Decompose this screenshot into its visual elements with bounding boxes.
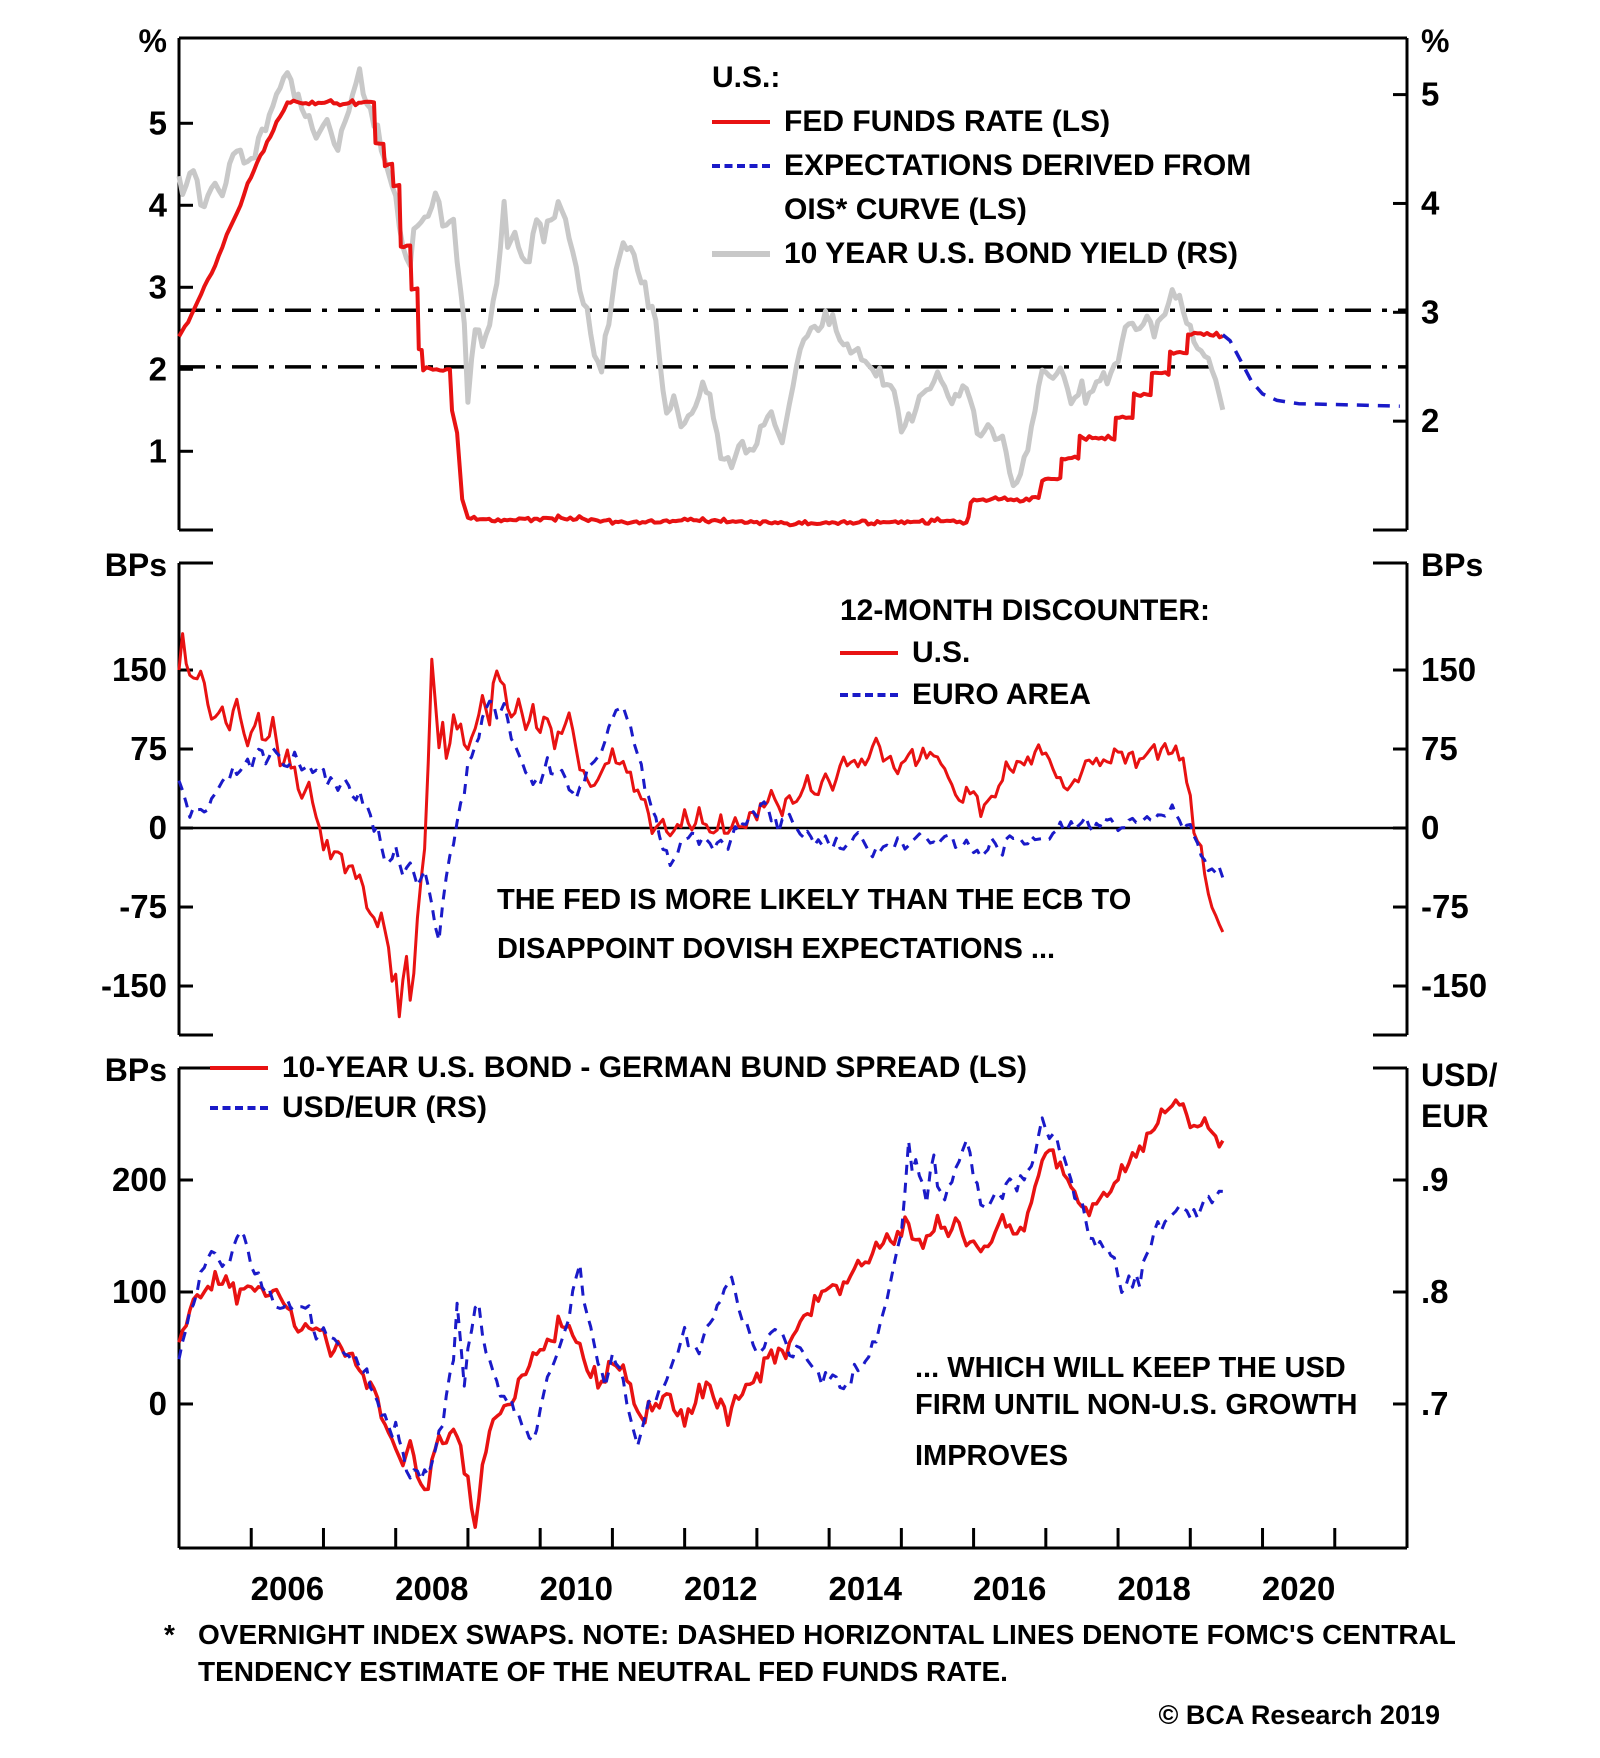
unit-right-eur: EUR — [1421, 1098, 1489, 1134]
legend-item-bund-spread: 10-YEAR U.S. BOND - GERMAN BUND SPREAD (… — [210, 1048, 1027, 1088]
footnote-asterisk: * — [164, 1619, 175, 1650]
x-label-2014: 2014 — [829, 1570, 903, 1607]
x-label-2018: 2018 — [1117, 1570, 1190, 1607]
annotation-fed-vs-ecb: THE FED IS MORE LIKELY THAN THE ECB TO D… — [497, 876, 1131, 974]
tick-label-left-spread-and-fx: 100 — [112, 1273, 167, 1310]
footnote: * OVERNIGHT INDEX SWAPS. NOTE: DASHED HOR… — [164, 1616, 1456, 1690]
tick-label-left-twelve-month-discounter: 0 — [149, 809, 167, 846]
legend-label-bund-spread: 10-YEAR U.S. BOND - GERMAN BUND SPREAD (… — [282, 1051, 1028, 1084]
legend-item-ois-expectations-line2: OIS* CURVE (LS) — [712, 188, 1251, 232]
series-fed-funds-rate — [177, 98, 1224, 528]
footnote-line1: * OVERNIGHT INDEX SWAPS. NOTE: DASHED HOR… — [164, 1616, 1456, 1653]
legend-label-ois-line2: OIS* CURVE (LS) — [784, 193, 1027, 226]
unit-right-percent: % — [1421, 23, 1449, 59]
annotation-usd-firm: ... WHICH WILL KEEP THE USD FIRM UNTIL N… — [915, 1350, 1357, 1475]
tick-label-left-us-policy-rates: 4 — [149, 186, 168, 223]
series-euro-area-discounter — [177, 699, 1225, 942]
series-us-10y-yield — [176, 66, 1226, 489]
tick-label-left-twelve-month-discounter: 150 — [112, 651, 167, 688]
tick-label-left-spread-and-fx: 0 — [149, 1385, 167, 1422]
tick-label-right-spread-and-fx: .8 — [1421, 1273, 1449, 1310]
legend-item-ois-expectations: EXPECTATIONS DERIVED FROM — [712, 144, 1251, 188]
tick-label-right-twelve-month-discounter: 0 — [1421, 809, 1439, 846]
legend-label-fed-funds: FED FUNDS RATE (LS) — [784, 105, 1111, 138]
tick-label-left-us-policy-rates: 1 — [149, 432, 167, 469]
bund-spread-line-swatch — [210, 1066, 268, 1070]
legend-header-discounter: 12-MONTH DISCOUNTER: — [840, 594, 1211, 627]
x-label-2016: 2016 — [973, 1570, 1046, 1607]
series-ois-expectations — [1221, 333, 1400, 408]
x-label-2006: 2006 — [251, 1570, 324, 1607]
copyright: © BCA Research 2019 — [1158, 1700, 1440, 1730]
x-label-2012: 2012 — [684, 1570, 757, 1607]
legend-label-usd-eur: USD/EUR (RS) — [282, 1091, 488, 1124]
tick-label-left-twelve-month-discounter: 75 — [130, 730, 167, 767]
us-discounter-line-swatch — [840, 651, 898, 655]
euro-discounter-line-swatch — [840, 693, 898, 697]
tick-label-right-twelve-month-discounter: 75 — [1421, 730, 1458, 767]
legend-middle-panel: 12-MONTH DISCOUNTER: U.S. EURO AREA — [840, 590, 1210, 716]
tick-label-right-us-policy-rates: 2 — [1421, 402, 1439, 439]
legend-item-10y-yield: 10 YEAR U.S. BOND YIELD (RS) — [712, 232, 1251, 276]
tick-label-right-us-policy-rates: 5 — [1421, 76, 1439, 113]
unit-left-bps: BPs — [105, 547, 167, 583]
footnote-text-line2: TENDENCY ESTIMATE OF THE NEUTRAL FED FUN… — [198, 1656, 1008, 1687]
annotation-usd-line2: FIRM UNTIL NON-U.S. GROWTH — [915, 1389, 1358, 1421]
tick-label-right-twelve-month-discounter: 150 — [1421, 651, 1476, 688]
annotation-usd-line1: ... WHICH WILL KEEP THE USD — [915, 1352, 1346, 1384]
legend-item-euro-discounter: EURO AREA — [840, 674, 1210, 716]
legend-label-10y-yield: 10 YEAR U.S. BOND YIELD (RS) — [784, 237, 1238, 270]
legend-label-us-discounter: U.S. — [912, 636, 971, 669]
tick-label-right-us-policy-rates: 4 — [1421, 184, 1440, 221]
tick-label-left-us-policy-rates: 3 — [149, 268, 167, 305]
x-label-2020: 2020 — [1262, 1570, 1335, 1607]
series-us-discounter — [177, 632, 1225, 1019]
unit-right-bps: BPs — [1421, 547, 1483, 583]
tick-label-right-twelve-month-discounter: -75 — [1421, 888, 1469, 925]
annotation-fed-line2: DISAPPOINT DOVISH EXPECTATIONS ... — [497, 933, 1056, 965]
tick-label-right-us-policy-rates: 3 — [1421, 293, 1439, 330]
tick-label-left-us-policy-rates: 5 — [149, 104, 167, 141]
annotation-usd-line3: IMPROVES — [915, 1440, 1069, 1472]
footnote-text-line1: OVERNIGHT INDEX SWAPS. NOTE: DASHED HORI… — [198, 1619, 1456, 1650]
x-label-2008: 2008 — [395, 1570, 468, 1607]
annotation-fed-line1: THE FED IS MORE LIKELY THAN THE ECB TO — [497, 884, 1132, 916]
series-us-bund-spread — [177, 1098, 1225, 1529]
unit-left-percent: % — [139, 23, 167, 59]
tick-label-right-spread-and-fx: .7 — [1421, 1385, 1449, 1422]
legend-bottom-panel: 10-YEAR U.S. BOND - GERMAN BUND SPREAD (… — [210, 1048, 1027, 1128]
tick-label-left-us-policy-rates: 2 — [149, 350, 167, 387]
legend-label-euro-discounter: EURO AREA — [912, 678, 1091, 711]
tick-label-left-twelve-month-discounter: -150 — [101, 967, 167, 1004]
usd-eur-line-swatch — [210, 1106, 268, 1110]
bond-yield-line-swatch — [712, 251, 770, 257]
legend-item-fed-funds: FED FUNDS RATE (LS) — [712, 100, 1251, 144]
legend-item-us-discounter: U.S. — [840, 632, 1210, 674]
tick-label-right-spread-and-fx: .9 — [1421, 1161, 1449, 1198]
legend-header-us: U.S.: — [712, 61, 781, 94]
tick-label-left-twelve-month-discounter: -75 — [119, 888, 167, 925]
legend-top-panel: U.S.: FED FUNDS RATE (LS) EXPECTATIONS D… — [712, 56, 1251, 276]
series-usd-eur — [177, 1116, 1223, 1482]
tick-label-left-spread-and-fx: 200 — [112, 1161, 167, 1198]
tick-label-right-twelve-month-discounter: -150 — [1421, 967, 1487, 1004]
ois-dashed-line-swatch — [712, 164, 770, 168]
unit-left-bps: BPs — [105, 1052, 167, 1088]
unit-right-usd: USD/ — [1421, 1057, 1498, 1093]
legend-item-usd-eur: USD/EUR (RS) — [210, 1088, 1027, 1128]
x-label-2010: 2010 — [540, 1570, 613, 1607]
fed-funds-line-swatch — [712, 120, 770, 124]
legend-label-ois-line1: EXPECTATIONS DERIVED FROM — [784, 149, 1252, 182]
